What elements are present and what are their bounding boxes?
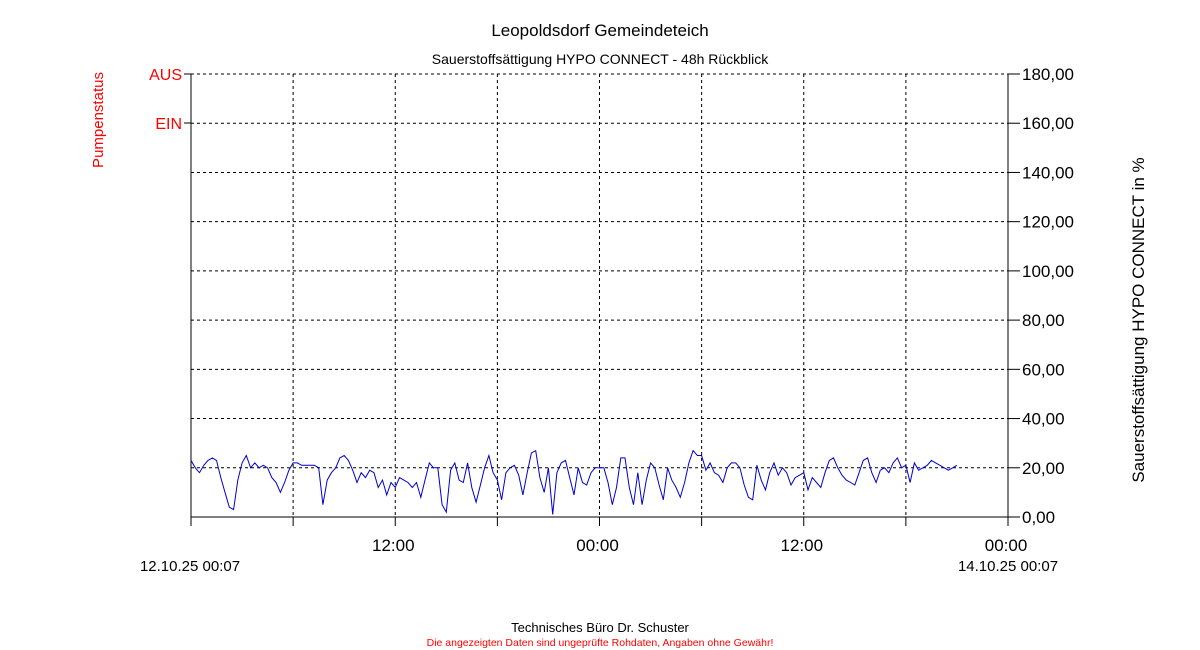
pump-level-label: AUS	[149, 67, 182, 84]
pump-axis-label: Pumpenstatus	[90, 72, 107, 168]
y-tick-label: 40,00	[1022, 410, 1065, 429]
series-layer	[190, 449, 958, 515]
y-axis-label: Sauerstoffsättigung HYPO CONNECT in %	[1129, 157, 1148, 482]
axes: 0,00 20,00 40,00 60,00 80,00 100,00 120,00 140,…	[149, 65, 1074, 555]
x-tick-label: 00:00	[985, 536, 1028, 555]
y-tick-label: 140,00	[1022, 163, 1074, 182]
y-tick-label: 0,00	[1022, 508, 1055, 527]
x-tick-label: 12:00	[780, 536, 823, 555]
y-tick-label: 180,00	[1022, 65, 1074, 84]
series-line	[190, 449, 958, 515]
y-tick-label: 60,00	[1022, 360, 1065, 379]
chart-subtitle: Sauerstoffsättigung HYPO CONNECT - 48h R…	[432, 51, 769, 67]
y-tick-label: 80,00	[1022, 311, 1065, 330]
y-tick-label: 160,00	[1022, 114, 1074, 133]
footer-disclaimer: Die angezeigten Daten sind ungeprüfte Ro…	[427, 637, 774, 649]
chart-title: Leopoldsdorf Gemeindeteich	[491, 21, 708, 40]
x-start-label: 12.10.25 00:07	[140, 558, 240, 575]
y-tick-label: 120,00	[1022, 213, 1074, 232]
y-tick-label: 100,00	[1022, 262, 1074, 281]
x-end-label: 14.10.25 00:07	[958, 558, 1058, 575]
y-tick-label: 20,00	[1022, 459, 1065, 478]
x-tick-label: 00:00	[576, 536, 619, 555]
pump-level-label: EIN	[155, 116, 182, 133]
footer-company: Technisches Büro Dr. Schuster	[511, 620, 689, 635]
x-tick-label: 12:00	[372, 536, 415, 555]
